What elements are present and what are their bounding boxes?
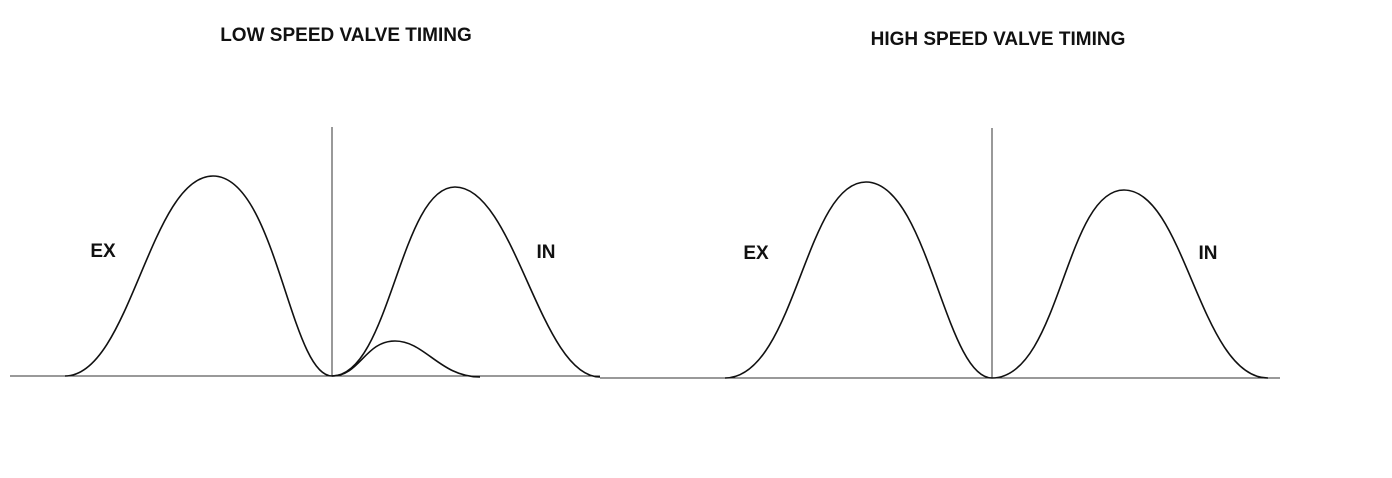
exhaust-label: EX [90,241,116,262]
high-speed-panel: HIGH SPEED VALVE TIMING EX IN [600,29,1280,379]
low-speed-panel: LOW SPEED VALVE TIMING EX IN [10,25,601,378]
panel-title: LOW SPEED VALVE TIMING [220,25,472,46]
secondary-intake-curve [331,340,481,378]
intake-curve [331,186,601,378]
exhaust-label: EX [743,243,769,264]
intake-label: IN [537,242,556,263]
panel-title: HIGH SPEED VALVE TIMING [871,29,1126,50]
exhaust-curve [724,181,993,379]
intake-label: IN [1199,243,1218,264]
intake-curve [991,189,1269,379]
exhaust-curve [64,175,333,377]
